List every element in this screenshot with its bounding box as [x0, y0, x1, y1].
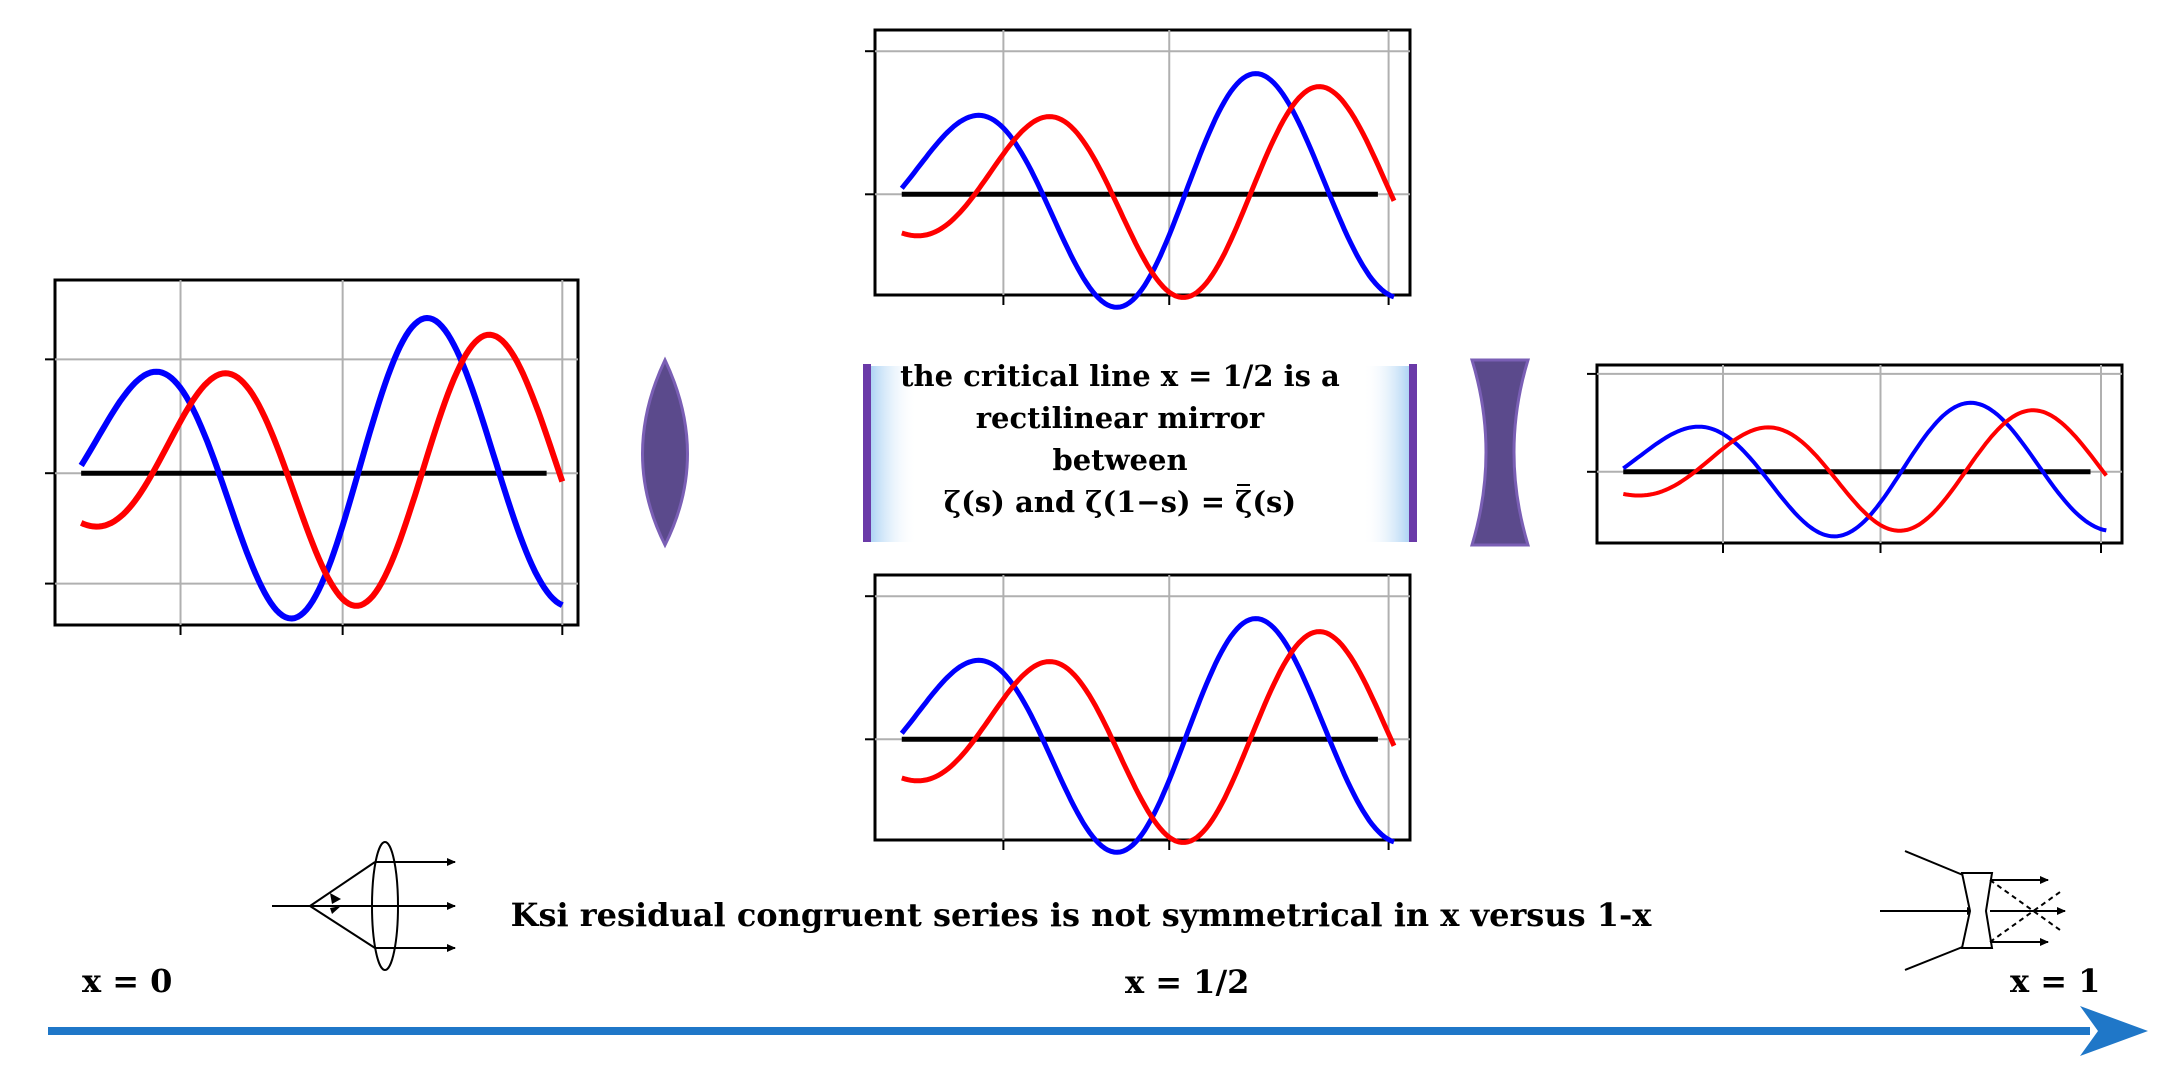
diverging-lens-ray-diagram-icon	[1880, 850, 2066, 971]
plot-frame	[53, 278, 580, 627]
plot-frame	[1595, 363, 2124, 545]
red-curve	[901, 84, 1397, 300]
blue-curve	[899, 616, 1395, 855]
zeta-conjugate-arg: (s)	[1252, 485, 1297, 519]
mirror-right	[1363, 364, 1417, 542]
plot-right	[1587, 363, 2124, 553]
right-arrow-icon	[48, 1006, 2148, 1056]
blue-curve	[78, 315, 564, 622]
red-curve	[901, 629, 1397, 845]
concave-lens-icon	[1469, 358, 1531, 547]
center-text-line-3: between	[1052, 443, 1188, 477]
center-text-line-1: the critical line x = 1/2 is a	[900, 359, 1340, 393]
plot-frame	[873, 573, 1412, 842]
zeta-relation: ζ(s) and ζ(1−s) =	[943, 485, 1236, 519]
plot-frame	[873, 28, 1412, 297]
plot-top-center	[865, 28, 1412, 310]
blue-curve	[899, 71, 1395, 310]
converging-lens-ray-diagram-icon	[272, 841, 456, 971]
critical-line-description: the critical line x = 1/2 is a rectiline…	[880, 355, 1360, 523]
bottom-caption: Ksi residual congruent series is not sym…	[510, 896, 1652, 934]
red-curve	[1622, 408, 2108, 533]
blue-curve	[1622, 400, 2107, 539]
plot-bottom-center	[865, 573, 1412, 855]
axis-label-x1: x = 1	[2010, 962, 2101, 1000]
zeta-conjugate: ζ	[1235, 481, 1252, 523]
center-text-line-2: rectilinear mirror	[975, 401, 1265, 435]
center-text-line-4: ζ(s) and ζ(1−s) = ζ(s)	[880, 481, 1360, 523]
convex-lens-icon	[641, 356, 689, 549]
red-curve	[80, 331, 566, 609]
plot-left	[45, 278, 580, 635]
axis-label-xhalf: x = 1/2	[1125, 963, 1250, 1001]
mirror-left	[863, 364, 917, 542]
axis-label-x0: x = 0	[82, 962, 173, 1000]
